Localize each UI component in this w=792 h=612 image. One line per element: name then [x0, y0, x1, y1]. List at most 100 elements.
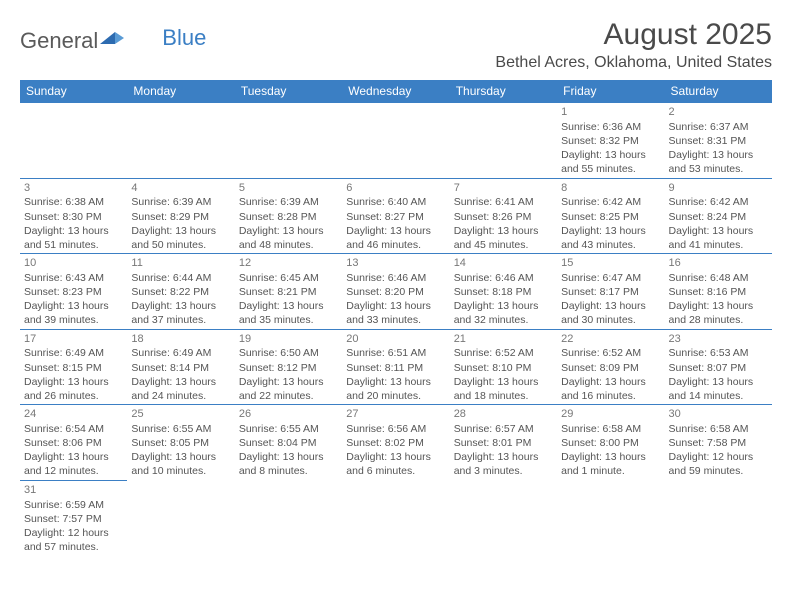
calendar-row: 10Sunrise: 6:43 AMSunset: 8:23 PMDayligh… — [20, 254, 772, 330]
calendar-cell — [450, 480, 557, 555]
day-number: 29 — [561, 407, 660, 422]
day-number: 13 — [346, 256, 445, 271]
cell-rise: Sunrise: 6:39 AM — [239, 195, 338, 209]
cell-dl1: Daylight: 13 hours — [239, 224, 338, 238]
cell-dl1: Daylight: 13 hours — [24, 375, 123, 389]
calendar-body: 1Sunrise: 6:36 AMSunset: 8:32 PMDaylight… — [20, 103, 772, 556]
weekday-header-row: SundayMondayTuesdayWednesdayThursdayFrid… — [20, 80, 772, 103]
cell-set: Sunset: 8:21 PM — [239, 285, 338, 299]
weekday-header: Monday — [127, 80, 234, 103]
calendar-row: 31Sunrise: 6:59 AMSunset: 7:57 PMDayligh… — [20, 480, 772, 555]
calendar-cell: 12Sunrise: 6:45 AMSunset: 8:21 PMDayligh… — [235, 254, 342, 330]
cell-rise: Sunrise: 6:56 AM — [346, 422, 445, 436]
calendar-cell: 1Sunrise: 6:36 AMSunset: 8:32 PMDaylight… — [557, 103, 664, 179]
cell-dl1: Daylight: 13 hours — [669, 299, 768, 313]
day-number: 17 — [24, 332, 123, 347]
cell-dl1: Daylight: 13 hours — [346, 299, 445, 313]
cell-rise: Sunrise: 6:50 AM — [239, 346, 338, 360]
cell-dl2: and 22 minutes. — [239, 389, 338, 403]
calendar-cell — [127, 103, 234, 179]
cell-set: Sunset: 8:04 PM — [239, 436, 338, 450]
cell-dl2: and 6 minutes. — [346, 464, 445, 478]
cell-dl1: Daylight: 13 hours — [131, 224, 230, 238]
cell-dl2: and 53 minutes. — [669, 162, 768, 176]
calendar-cell: 4Sunrise: 6:39 AMSunset: 8:29 PMDaylight… — [127, 178, 234, 254]
calendar-cell: 15Sunrise: 6:47 AMSunset: 8:17 PMDayligh… — [557, 254, 664, 330]
cell-set: Sunset: 8:23 PM — [24, 285, 123, 299]
cell-set: Sunset: 8:28 PM — [239, 210, 338, 224]
day-number: 15 — [561, 256, 660, 271]
cell-dl2: and 43 minutes. — [561, 238, 660, 252]
calendar-cell: 19Sunrise: 6:50 AMSunset: 8:12 PMDayligh… — [235, 329, 342, 405]
cell-dl2: and 45 minutes. — [454, 238, 553, 252]
cell-set: Sunset: 8:10 PM — [454, 361, 553, 375]
cell-rise: Sunrise: 6:37 AM — [669, 120, 768, 134]
cell-rise: Sunrise: 6:58 AM — [669, 422, 768, 436]
calendar-table: SundayMondayTuesdayWednesdayThursdayFrid… — [20, 80, 772, 555]
cell-dl2: and 57 minutes. — [24, 540, 123, 554]
day-number: 2 — [669, 105, 768, 120]
day-number: 19 — [239, 332, 338, 347]
cell-dl2: and 39 minutes. — [24, 313, 123, 327]
cell-dl2: and 3 minutes. — [454, 464, 553, 478]
cell-set: Sunset: 8:16 PM — [669, 285, 768, 299]
day-number: 5 — [239, 181, 338, 196]
cell-dl2: and 24 minutes. — [131, 389, 230, 403]
cell-set: Sunset: 8:22 PM — [131, 285, 230, 299]
day-number: 31 — [24, 483, 123, 498]
calendar-cell: 2Sunrise: 6:37 AMSunset: 8:31 PMDaylight… — [665, 103, 772, 179]
cell-rise: Sunrise: 6:58 AM — [561, 422, 660, 436]
day-number: 22 — [561, 332, 660, 347]
cell-set: Sunset: 8:26 PM — [454, 210, 553, 224]
cell-dl1: Daylight: 13 hours — [561, 148, 660, 162]
day-number: 7 — [454, 181, 553, 196]
cell-dl2: and 1 minute. — [561, 464, 660, 478]
cell-set: Sunset: 8:24 PM — [669, 210, 768, 224]
cell-dl1: Daylight: 13 hours — [239, 375, 338, 389]
cell-rise: Sunrise: 6:42 AM — [669, 195, 768, 209]
calendar-row: 1Sunrise: 6:36 AMSunset: 8:32 PMDaylight… — [20, 103, 772, 179]
cell-set: Sunset: 8:31 PM — [669, 134, 768, 148]
logo-text-general: General — [20, 28, 98, 54]
logo-text-blue: Blue — [162, 25, 206, 51]
calendar-cell: 7Sunrise: 6:41 AMSunset: 8:26 PMDaylight… — [450, 178, 557, 254]
cell-dl1: Daylight: 13 hours — [346, 450, 445, 464]
cell-dl1: Daylight: 13 hours — [561, 299, 660, 313]
cell-dl1: Daylight: 13 hours — [454, 299, 553, 313]
cell-set: Sunset: 8:15 PM — [24, 361, 123, 375]
cell-dl1: Daylight: 13 hours — [454, 375, 553, 389]
calendar-cell: 3Sunrise: 6:38 AMSunset: 8:30 PMDaylight… — [20, 178, 127, 254]
cell-dl2: and 33 minutes. — [346, 313, 445, 327]
cell-set: Sunset: 8:27 PM — [346, 210, 445, 224]
calendar-cell: 9Sunrise: 6:42 AMSunset: 8:24 PMDaylight… — [665, 178, 772, 254]
header: General Blue August 2025 Bethel Acres, O… — [20, 18, 772, 72]
cell-dl1: Daylight: 13 hours — [346, 224, 445, 238]
cell-dl2: and 14 minutes. — [669, 389, 768, 403]
calendar-cell: 13Sunrise: 6:46 AMSunset: 8:20 PMDayligh… — [342, 254, 449, 330]
cell-dl1: Daylight: 13 hours — [669, 224, 768, 238]
day-number: 1 — [561, 105, 660, 120]
day-number: 3 — [24, 181, 123, 196]
logo: General Blue — [20, 28, 206, 54]
cell-set: Sunset: 7:57 PM — [24, 512, 123, 526]
cell-set: Sunset: 8:12 PM — [239, 361, 338, 375]
weekday-header: Friday — [557, 80, 664, 103]
cell-rise: Sunrise: 6:42 AM — [561, 195, 660, 209]
cell-dl2: and 10 minutes. — [131, 464, 230, 478]
calendar-cell: 23Sunrise: 6:53 AMSunset: 8:07 PMDayligh… — [665, 329, 772, 405]
calendar-cell: 24Sunrise: 6:54 AMSunset: 8:06 PMDayligh… — [20, 405, 127, 481]
cell-dl2: and 59 minutes. — [669, 464, 768, 478]
calendar-cell: 30Sunrise: 6:58 AMSunset: 7:58 PMDayligh… — [665, 405, 772, 481]
cell-dl1: Daylight: 13 hours — [24, 299, 123, 313]
cell-set: Sunset: 8:20 PM — [346, 285, 445, 299]
cell-dl2: and 37 minutes. — [131, 313, 230, 327]
calendar-cell: 21Sunrise: 6:52 AMSunset: 8:10 PMDayligh… — [450, 329, 557, 405]
cell-rise: Sunrise: 6:55 AM — [239, 422, 338, 436]
calendar-cell: 11Sunrise: 6:44 AMSunset: 8:22 PMDayligh… — [127, 254, 234, 330]
weekday-header: Tuesday — [235, 80, 342, 103]
cell-dl2: and 51 minutes. — [24, 238, 123, 252]
cell-dl1: Daylight: 12 hours — [669, 450, 768, 464]
cell-rise: Sunrise: 6:48 AM — [669, 271, 768, 285]
calendar-cell — [342, 480, 449, 555]
calendar-cell: 31Sunrise: 6:59 AMSunset: 7:57 PMDayligh… — [20, 480, 127, 555]
